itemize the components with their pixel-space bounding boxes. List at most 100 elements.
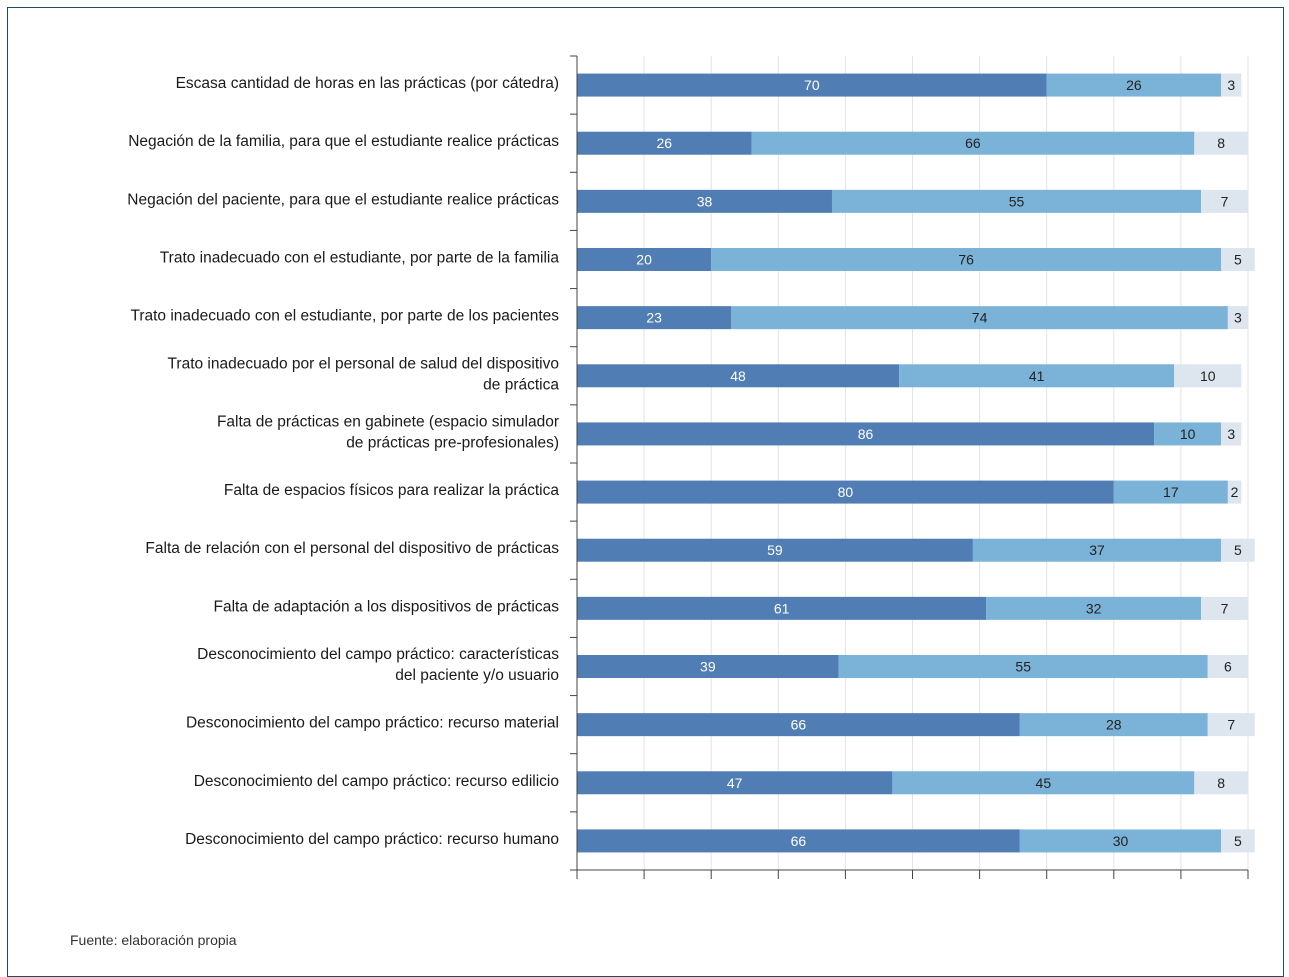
data-label: 59 — [767, 542, 783, 558]
bar-segment — [751, 131, 1195, 155]
bar-segment — [1046, 73, 1222, 97]
bar-segment — [1227, 480, 1242, 504]
category-label: Falta de relación con el personal del di… — [145, 540, 559, 557]
data-label: 7 — [1221, 193, 1229, 209]
category-label: Escasa cantidad de horas en las práctica… — [176, 75, 559, 92]
bar-segment — [577, 306, 732, 330]
data-label: 3 — [1227, 426, 1235, 442]
bar-segment — [1201, 596, 1248, 620]
bar-segment — [986, 596, 1202, 620]
category-label: Falta de prácticas en gabinete (espacio … — [217, 413, 559, 430]
data-label: 86 — [858, 426, 874, 442]
bar-segment — [577, 538, 973, 562]
source-note: Fuente: elaboración propia — [70, 932, 237, 948]
bar-segment — [577, 422, 1155, 446]
bar-segment — [892, 771, 1195, 795]
data-label: 41 — [1029, 368, 1045, 384]
data-label: 32 — [1086, 600, 1102, 616]
bar-segment — [577, 829, 1020, 853]
bar-segment — [577, 189, 832, 213]
bar-segment — [1019, 829, 1222, 853]
data-label: 5 — [1234, 252, 1242, 268]
bar-segment — [577, 364, 900, 388]
data-label: 66 — [791, 717, 807, 733]
bar-segment — [1221, 538, 1255, 562]
data-label: 45 — [1036, 775, 1052, 791]
bar-segment — [577, 73, 1047, 97]
data-label: 7 — [1227, 717, 1235, 733]
category-label: Negación de la familia, para que el estu… — [128, 133, 559, 150]
data-label: 80 — [838, 484, 854, 500]
bar-segment — [831, 189, 1202, 213]
data-label: 26 — [656, 135, 672, 151]
data-label: 38 — [697, 193, 713, 209]
bar-segment — [1194, 131, 1248, 155]
data-label: 10 — [1200, 368, 1216, 384]
data-label: 66 — [965, 135, 981, 151]
category-label: Desconocimiento del campo práctico: recu… — [186, 715, 559, 732]
data-label: 26 — [1126, 77, 1142, 93]
bar-segment — [577, 655, 839, 678]
axis-layer — [570, 55, 1249, 879]
data-label: 7 — [1221, 600, 1229, 616]
data-label: 37 — [1089, 542, 1105, 558]
bar-segment — [838, 655, 1208, 678]
bar-segment — [972, 538, 1222, 562]
bar-segment — [577, 596, 987, 620]
data-label: 5 — [1234, 833, 1242, 849]
grid-layer — [576, 56, 1249, 870]
category-label-layer: Escasa cantidad de horas en las práctica… — [127, 75, 559, 848]
data-label: 76 — [958, 252, 974, 268]
bar-segment — [577, 480, 1114, 504]
data-label: 55 — [1015, 659, 1031, 675]
bar-segment — [711, 248, 1222, 271]
category-label: Desconocimiento del campo práctico: cara… — [197, 646, 559, 663]
bar-segment — [1201, 189, 1248, 213]
category-label: Trato inadecuado con el estudiante, por … — [130, 308, 559, 325]
bar-segment — [1113, 480, 1228, 504]
bar-segment — [731, 306, 1228, 330]
bar-segment — [899, 364, 1175, 388]
data-label: 17 — [1163, 484, 1179, 500]
data-label: 8 — [1217, 135, 1225, 151]
bar-segment — [1019, 713, 1208, 737]
data-label: 8 — [1217, 775, 1225, 791]
category-label: Trato inadecuado con el estudiante, por … — [160, 250, 560, 267]
data-label: 3 — [1227, 77, 1235, 93]
category-label: Falta de adaptación a los dispositivos d… — [213, 598, 559, 615]
category-label: Falta de espacios físicos para realizar … — [224, 482, 560, 499]
data-label: 5 — [1234, 542, 1242, 558]
data-label: 48 — [730, 368, 746, 384]
bar-segment — [1207, 713, 1255, 737]
bar-segment — [577, 248, 712, 271]
bar-segment — [1154, 422, 1222, 446]
bar-segment — [1221, 248, 1255, 271]
data-label: 47 — [727, 775, 743, 791]
data-label: 6 — [1224, 659, 1232, 675]
data-label: 28 — [1106, 717, 1122, 733]
category-label: del paciente y/o usuario — [395, 667, 559, 684]
bar-segment — [1174, 364, 1242, 388]
category-label: Desconocimiento del campo práctico: recu… — [185, 831, 559, 848]
data-label: 66 — [791, 833, 807, 849]
bar-segment — [577, 713, 1020, 737]
bar-segment — [1221, 829, 1255, 853]
bar-segment — [1221, 73, 1242, 97]
data-label: 61 — [774, 600, 790, 616]
bar-segment — [1207, 655, 1248, 678]
data-label: 74 — [972, 310, 988, 326]
bar-segment — [1227, 306, 1248, 330]
data-label: 70 — [804, 77, 820, 93]
data-label: 55 — [1009, 193, 1025, 209]
data-label: 2 — [1231, 484, 1239, 500]
data-label: 23 — [646, 310, 662, 326]
data-label: 10 — [1180, 426, 1196, 442]
bar-segment — [1194, 771, 1248, 795]
data-label: 20 — [636, 252, 652, 268]
bar-segment — [577, 771, 893, 795]
data-label: 3 — [1234, 310, 1242, 326]
category-label: Desconocimiento del campo práctico: recu… — [194, 773, 559, 790]
bar-segment — [1221, 422, 1242, 446]
